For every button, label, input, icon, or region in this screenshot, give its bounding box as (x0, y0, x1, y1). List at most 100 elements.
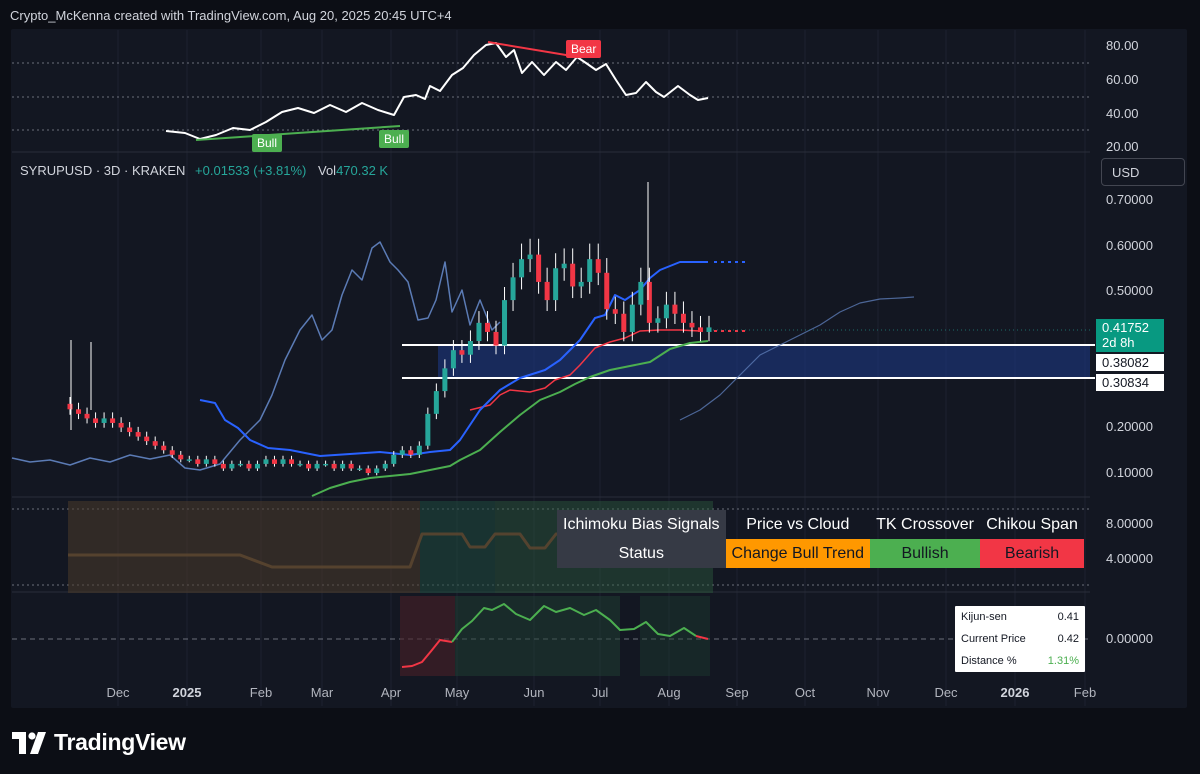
rsi-bull-tag-2: Bull (379, 130, 410, 148)
distance-line-negative (401, 639, 453, 668)
candle-body (493, 331, 499, 346)
candle-body (544, 281, 550, 301)
chikou-span-line (11, 241, 501, 471)
candle-body (689, 322, 695, 328)
candle-body (340, 463, 346, 469)
price-y-label: 0.60000 (1106, 238, 1153, 253)
candle-body (127, 427, 133, 433)
chart-frame[interactable] (11, 29, 1187, 708)
candle-body (76, 409, 82, 414)
kijun-label: Kijun-sen (961, 611, 1007, 623)
candle-body (536, 254, 542, 282)
chart-svg (11, 30, 1095, 706)
candle-body (399, 450, 405, 455)
distance-y-label: 0.00000 (1106, 631, 1153, 646)
signal-chikou-span: Bearish (980, 539, 1085, 568)
current-price-row: Current Price 0.42 (955, 628, 1085, 650)
candle-body (621, 313, 627, 332)
candle-body (697, 327, 703, 332)
candle-body (646, 281, 652, 323)
candle-body (595, 259, 601, 273)
candle-body (203, 459, 209, 464)
last-price-value: 0.41752 (1102, 320, 1149, 335)
kijun-projection-dot (742, 330, 745, 332)
candle-body (186, 459, 192, 461)
rsi-y-label: 20.00 (1106, 139, 1139, 154)
signals-status-label: Status (557, 539, 726, 568)
tenkan-projection-dot (742, 261, 745, 263)
candle-body (672, 304, 678, 314)
x-tick-label: Feb (1073, 685, 1097, 700)
candle-body (433, 391, 439, 414)
bias-y-label: 8.00000 (1106, 516, 1153, 531)
currency-button[interactable]: USD (1101, 158, 1185, 186)
candle-body (519, 259, 525, 278)
x-tick-label: Jul (591, 685, 609, 700)
candle-body (212, 459, 218, 464)
senkou-span-line (311, 340, 709, 497)
rsi-y-label: 40.00 (1106, 106, 1139, 121)
candle-body (237, 463, 243, 466)
candle-body (331, 463, 337, 469)
candle-body (374, 468, 380, 473)
distance-line-negative (695, 635, 709, 640)
candle-body (84, 413, 90, 419)
current-price-label: Current Price (961, 633, 1026, 645)
price-change: +0.01533 (+3.81%) (195, 163, 307, 178)
bias-bg-block (68, 501, 420, 593)
candle-body (391, 454, 397, 464)
price-y-label: 0.50000 (1106, 283, 1153, 298)
symbol-legend[interactable]: SYRUPUSD · 3D · KRAKEN +0.01533 (+3.81%)… (20, 163, 388, 178)
candle-body (467, 341, 473, 355)
volume-value: 470.32 K (336, 163, 389, 178)
tradingview-logo[interactable]: TradingView (12, 729, 186, 756)
candle-body (425, 413, 431, 446)
candle-body (680, 313, 686, 323)
candle-body (271, 459, 277, 464)
price-y-label: 0.20000 (1106, 419, 1153, 434)
candle-body (254, 463, 260, 469)
distance-line-positive (451, 603, 697, 643)
kijun-projection-dot (721, 330, 724, 332)
signals-header-chikou: Chikou Span (986, 515, 1078, 533)
candle-body (578, 281, 584, 287)
candle-body (484, 322, 490, 332)
candle-body (655, 318, 661, 323)
x-tick-label: Oct (794, 685, 816, 700)
kijun-projection-dot (735, 330, 738, 332)
signals-header-row: Ichimoku Bias Signals Price vs Cloud TK … (557, 510, 1084, 539)
candle-body (629, 304, 635, 332)
x-tick-label: Nov (866, 685, 890, 700)
distance-bg-block (400, 596, 455, 676)
brand-name: TradingView (54, 729, 186, 755)
kijun-sen-line (469, 329, 701, 411)
candle-body (135, 432, 141, 437)
support-label-2: 0.30834 (1096, 374, 1164, 391)
x-tick-label: May (444, 685, 470, 700)
candle-body (161, 445, 167, 451)
x-tick-label: 2025 (172, 685, 202, 700)
candle-body (178, 454, 184, 460)
volume-label: Vol (317, 163, 337, 178)
price-y-label: 0.10000 (1106, 465, 1153, 480)
kijun-row: Kijun-sen 0.41 (955, 606, 1085, 628)
candle-body (229, 463, 235, 469)
rsi-bear-tag: Bear (566, 40, 602, 58)
x-tick-label: Dec (106, 685, 130, 700)
candle-body (144, 436, 150, 442)
candle-body (348, 463, 354, 469)
support-label-1: 0.38082 (1096, 354, 1164, 371)
senkou-b-projection (679, 296, 915, 421)
candle-body (169, 450, 175, 455)
candle-body (118, 422, 124, 428)
candle-body (459, 350, 465, 355)
candle-body (638, 281, 644, 305)
candle-body (553, 268, 559, 301)
kijun-value: 0.41 (1057, 611, 1079, 623)
distance-label: Distance % (961, 655, 1017, 667)
kijun-projection-dot (728, 330, 731, 332)
x-tick-label: Sep (725, 685, 749, 700)
candle-body (570, 263, 576, 287)
candle-body (263, 459, 269, 464)
tenkan-projection-dot (735, 261, 738, 263)
